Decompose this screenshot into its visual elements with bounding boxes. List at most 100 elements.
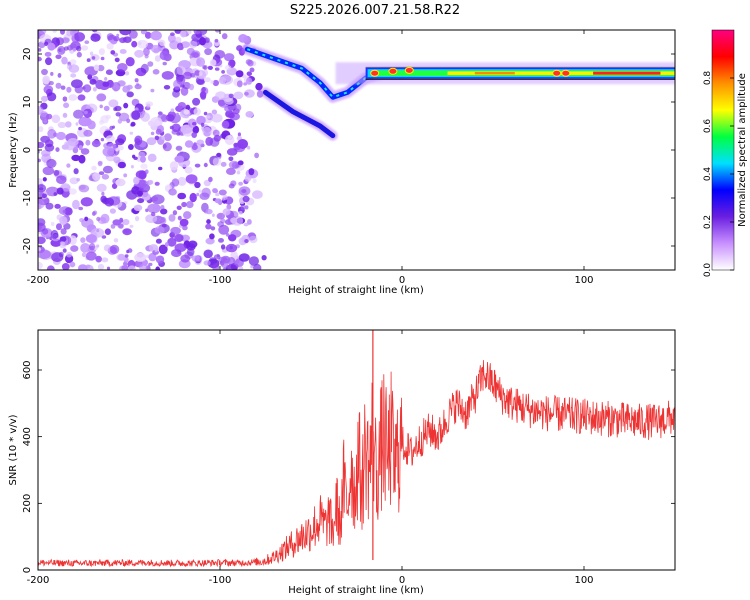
noise-blob	[129, 224, 134, 228]
noise-blob	[155, 266, 160, 270]
noise-blob	[176, 112, 179, 116]
noise-blob	[221, 120, 230, 129]
noise-blob	[238, 253, 250, 262]
noise-blob	[50, 238, 62, 247]
noise-blob	[57, 73, 62, 78]
noise-blob	[118, 112, 130, 122]
tone-band-yellow	[447, 71, 675, 75]
noise-blob	[236, 80, 243, 88]
noise-blob	[93, 210, 98, 215]
noise-blob	[191, 132, 197, 138]
noise-blob	[159, 40, 166, 47]
noise-blob	[175, 145, 183, 151]
noise-blob	[104, 197, 114, 207]
noise-blob	[194, 70, 201, 76]
noise-blob	[158, 166, 163, 171]
noise-blob	[182, 225, 188, 231]
noise-blob	[137, 39, 148, 49]
noise-blob	[113, 238, 119, 243]
noise-blob	[114, 57, 120, 63]
noise-blob	[246, 71, 252, 76]
noise-blob	[196, 57, 206, 67]
noise-blob	[38, 262, 43, 270]
noise-blob	[122, 228, 132, 236]
noise-blob	[110, 50, 116, 55]
noise-blob	[244, 205, 249, 210]
noise-blob	[62, 209, 67, 214]
noise-blob	[112, 219, 122, 226]
noise-blob	[126, 118, 131, 124]
noise-blob	[110, 224, 116, 229]
noise-blob	[205, 115, 211, 119]
noise-blob	[89, 51, 94, 56]
noise-blob	[248, 168, 255, 176]
noise-blob	[73, 168, 79, 175]
noise-blob	[97, 263, 105, 270]
snr-x-label: Height of straight line (km)	[288, 585, 424, 596]
noise-blob	[78, 206, 84, 211]
noise-blob	[168, 188, 177, 196]
noise-blob	[183, 109, 190, 115]
noise-blob	[240, 204, 246, 211]
noise-blob	[238, 34, 248, 43]
noise-blob	[61, 56, 68, 65]
noise-blob	[214, 198, 222, 204]
noise-blob	[216, 254, 220, 258]
noise-blob	[114, 105, 122, 112]
noise-blob	[84, 40, 90, 44]
noise-blob	[160, 208, 168, 215]
noise-blob	[61, 185, 71, 192]
y-tick-label: -20	[22, 238, 33, 254]
noise-blob	[218, 238, 224, 243]
noise-blob	[97, 64, 105, 72]
colorbar-tick-label: 0.2	[703, 215, 713, 229]
noise-blob	[96, 183, 107, 192]
noise-blob	[129, 131, 134, 135]
noise-blob	[85, 251, 97, 261]
x-tick-label: 0	[399, 575, 405, 586]
snr-y-label: SNR (10 * v/v)	[8, 414, 19, 485]
noise-blob	[215, 192, 220, 197]
noise-blob	[150, 30, 162, 41]
noise-blob	[131, 40, 138, 48]
noise-blob	[186, 201, 194, 209]
noise-blob	[217, 221, 225, 228]
noise-blob	[116, 33, 120, 37]
noise-blob	[80, 148, 90, 155]
noise-blob	[66, 251, 73, 258]
noise-blob	[154, 181, 160, 186]
noise-blob	[119, 265, 129, 270]
snr-line	[38, 360, 675, 568]
noise-blob	[198, 189, 202, 193]
y-tick-label: 400	[22, 427, 33, 446]
noise-blob	[109, 208, 116, 214]
noise-blob	[154, 55, 161, 62]
tone-hotspot	[370, 69, 380, 77]
noise-blob	[216, 152, 222, 158]
noise-blob	[100, 56, 105, 61]
noise-blob	[238, 210, 243, 215]
colorbar-tick-label: 0.4	[703, 167, 713, 182]
noise-blob	[119, 30, 132, 36]
noise-blob	[123, 102, 129, 109]
noise-blob	[42, 177, 47, 182]
noise-blob	[92, 172, 101, 181]
noise-blob	[163, 85, 171, 90]
noise-blob	[167, 237, 177, 247]
noise-blob	[186, 247, 195, 257]
noise-blob	[134, 84, 142, 90]
noise-blob	[244, 239, 249, 243]
noise-blob	[126, 91, 134, 98]
noise-blob	[237, 132, 241, 137]
noise-blob	[205, 223, 212, 230]
noise-blob	[212, 157, 222, 166]
noise-blob	[177, 215, 182, 221]
noise-blob	[228, 93, 234, 99]
snr-frame	[37, 329, 676, 571]
noise-blob	[83, 84, 92, 93]
noise-blob	[211, 109, 218, 115]
noise-blob	[140, 63, 149, 74]
noise-blob	[228, 183, 235, 189]
noise-blob	[245, 59, 252, 65]
noise-blob	[85, 139, 91, 146]
